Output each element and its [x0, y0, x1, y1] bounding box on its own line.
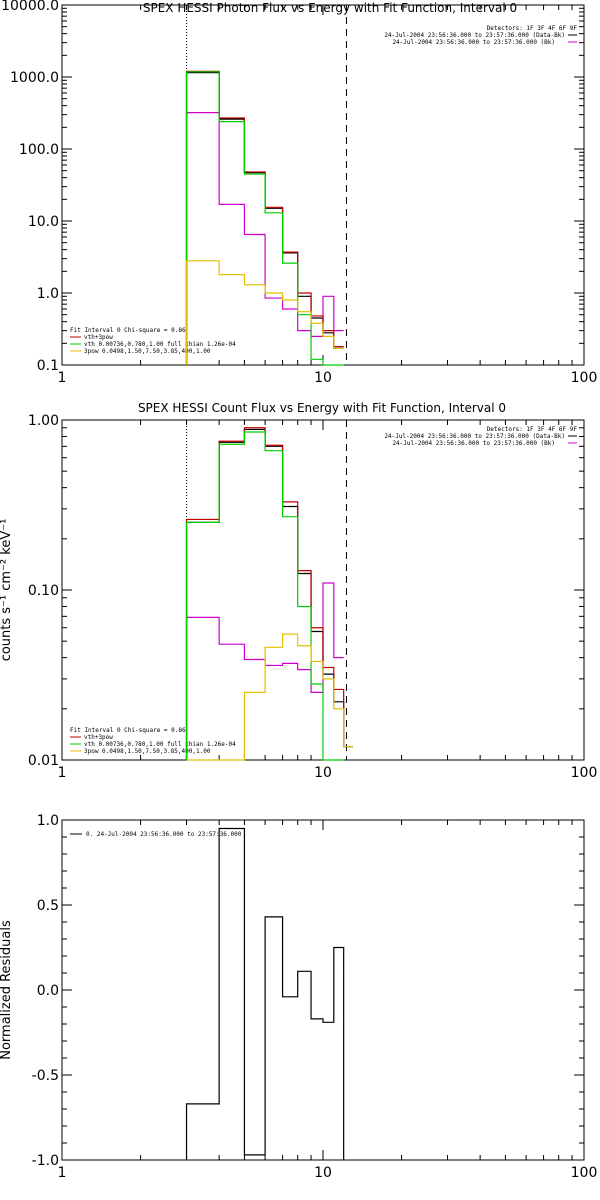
x-tick-label: 100 [571, 1165, 598, 1181]
series-1-steps [185, 582, 344, 760]
count-legend-vth: vth 0.00736,0.780,1.00 full chian 1.26e-… [84, 741, 236, 748]
x-tick-label: 10 [314, 1165, 332, 1181]
series-4-steps [186, 633, 353, 761]
residuals-ylabel: Normalized Residuals [0, 920, 14, 1060]
residuals-panel: 0. 24-Jul-2004 23:56:36.000 to 23:57:36.… [0, 813, 597, 1181]
count-legend-total-fit: vth+3pow [84, 734, 113, 741]
x-tick-label: 10 [314, 765, 332, 781]
series-1-steps [185, 112, 344, 365]
residuals-legend: 0. 24-Jul-2004 23:56:36.000 to 23:57:36.… [86, 831, 242, 838]
x-tick-label: 100 [571, 765, 598, 781]
photon-legend-bk: 24-Jul-2004 23:56:36.000 to 23:57:36.000… [392, 39, 555, 46]
count-legend-bk: 24-Jul-2004 23:56:36.000 to 23:57:36.000… [392, 440, 555, 447]
count-legend-detectors: Detectors: 1F 3F 4F 6F 9F [487, 426, 578, 433]
count-flux-ylabel: counts s⁻¹ cm⁻² keV⁻¹ [0, 519, 14, 662]
series-0-steps [185, 827, 345, 1160]
y-tick-label: -0.5 [32, 1068, 59, 1084]
y-tick-label: 0.0 [37, 983, 59, 999]
photon-legend-vth: vth 0.00736,0.780,1.00 full chian 1.26e-… [84, 341, 236, 348]
plot-frame-2 [61, 819, 585, 1161]
photon-flux-title: SPEX HESSI Photon Flux vs Energy with Fi… [143, 1, 517, 15]
y-tick-label: 100.0 [19, 142, 59, 158]
photon-legend-3pow: 3pow 0.0498,1.50,7.50,3.85,400,1.00 [84, 348, 211, 355]
series-0-steps [185, 428, 353, 760]
x-tick-label: 10 [314, 370, 332, 386]
series-4-steps [185, 260, 344, 365]
photon-flux-panel: SPEX HESSI Photon Flux vs Energy with Fi… [1, 0, 597, 386]
x-tick-label: 1 [58, 765, 67, 781]
count-legend-3pow: 3pow 0.0498,1.50,7.50,3.85,400,1.00 [84, 748, 211, 755]
photon-legend-total-fit: vth+3pow [84, 334, 113, 341]
y-tick-label: 10.0 [28, 214, 59, 230]
y-tick-label: 0.10 [28, 583, 59, 599]
photon-legend-fit-interval: Fit Interval 0 Chi-square = 0.86 [70, 327, 186, 334]
x-tick-label: 1 [58, 370, 67, 386]
count-flux-panel: SPEX HESSI Count Flux vs Energy with Fit… [0, 401, 597, 781]
photon-legend-detectors: Detectors: 1F 3F 4F 6F 9F [487, 25, 578, 32]
count-legend-data-bk: 24-Jul-2004 23:56:36.000 to 23:57:36.000… [384, 433, 565, 440]
y-tick-label: 10000.0 [1, 0, 59, 14]
y-tick-label: 1.0 [37, 286, 59, 302]
y-tick-label: 1.00 [28, 413, 59, 429]
photon-legend-data-bk: 24-Jul-2004 23:56:36.000 to 23:57:36.000… [384, 32, 565, 39]
y-tick-label: 0.01 [28, 753, 59, 769]
y-tick-label: -1.0 [32, 1153, 59, 1169]
x-tick-label: 1 [58, 1165, 67, 1181]
count-flux-title: SPEX HESSI Count Flux vs Energy with Fit… [138, 401, 506, 415]
y-tick-label: 1.0 [37, 813, 59, 829]
y-tick-label: 0.5 [37, 898, 59, 914]
x-tick-label: 100 [571, 370, 598, 386]
series-3-steps [185, 71, 344, 366]
series-0-steps [185, 72, 344, 365]
series-2-steps [185, 70, 344, 365]
y-tick-label: 0.1 [37, 358, 59, 374]
count-legend-fit-interval: Fit Interval 0 Chi-square = 0.86 [70, 727, 186, 734]
y-tick-label: 1000.0 [10, 70, 59, 86]
series-2-steps [185, 427, 353, 760]
series-3-steps [185, 431, 344, 761]
